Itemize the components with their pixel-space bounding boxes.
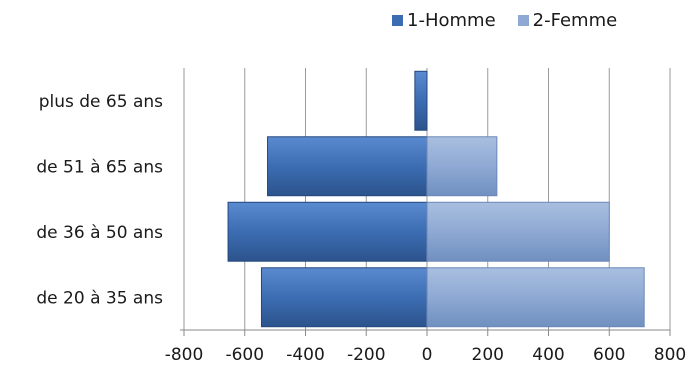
- x-tick-label: -200: [347, 345, 386, 365]
- bar-femme: [426, 201, 610, 262]
- x-tick-label: 400: [532, 345, 564, 365]
- y-category-label: plus de 65 ans: [39, 92, 163, 112]
- x-tick-label: -800: [165, 345, 204, 365]
- x-tick-label: 600: [593, 345, 625, 365]
- x-tick-label: -600: [225, 345, 264, 365]
- legend-label-homme: 1-Homme: [407, 10, 496, 31]
- x-tick-label: 200: [472, 345, 504, 365]
- legend-swatch-femme: [517, 15, 529, 26]
- y-category-label: de 51 à 65 ans: [36, 157, 163, 177]
- y-category-label: de 36 à 50 ans: [36, 223, 163, 243]
- legend-swatch-homme: [392, 15, 403, 26]
- bar-femme: [426, 267, 645, 328]
- legend-item-homme: 1-Homme: [392, 10, 496, 31]
- bar-homme: [227, 201, 428, 262]
- legend-label-femme: 2-Femme: [532, 10, 618, 31]
- y-category-label: de 20 à 35 ans: [36, 288, 163, 308]
- legend-item-femme: 2-Femme: [517, 10, 618, 31]
- x-tick-label: 800: [654, 345, 686, 365]
- bar-homme: [267, 136, 428, 197]
- bar-homme: [414, 70, 428, 131]
- legend: 1-Homme 2-Femme: [392, 10, 617, 31]
- bar-homme: [260, 267, 428, 328]
- bar-femme: [426, 136, 498, 197]
- x-tick-label: -400: [286, 345, 325, 365]
- x-tick-label: 0: [422, 345, 433, 365]
